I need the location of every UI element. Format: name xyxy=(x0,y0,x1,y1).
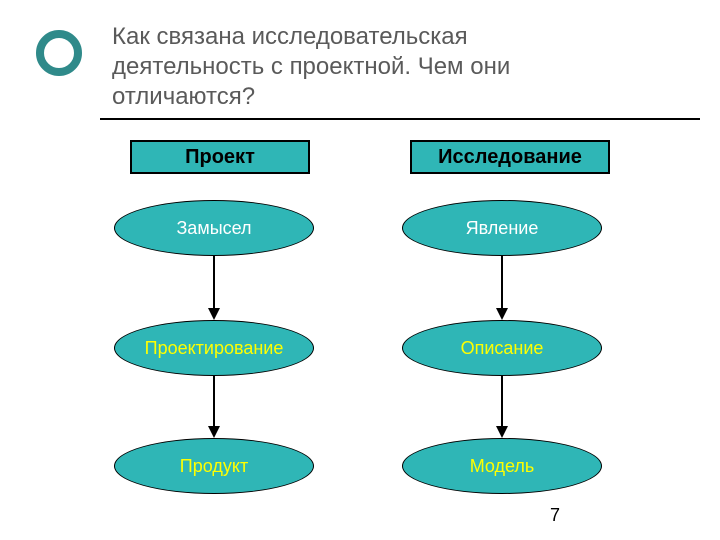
node-1-0: Явление xyxy=(402,200,602,256)
header-research: Исследование xyxy=(410,140,610,174)
arrow-line-1-0 xyxy=(501,256,503,310)
header-project: Проект xyxy=(130,140,310,174)
bullet-ring-outer xyxy=(36,30,82,76)
arrow-head-0-1 xyxy=(208,426,220,438)
node-1-2: Модель xyxy=(402,438,602,494)
node-0-1: Проектирование xyxy=(114,320,314,376)
node-0-0: Замысел xyxy=(114,200,314,256)
arrow-line-0-1 xyxy=(213,376,215,428)
arrow-head-1-0 xyxy=(496,308,508,320)
arrow-line-1-1 xyxy=(501,376,503,428)
arrow-head-0-0 xyxy=(208,308,220,320)
page-number: 7 xyxy=(550,505,560,526)
arrow-line-0-0 xyxy=(213,256,215,310)
node-0-2: Продукт xyxy=(114,438,314,494)
slide-title: Как связана исследовательская деятельнос… xyxy=(112,22,592,112)
arrow-head-1-1 xyxy=(496,426,508,438)
title-underline xyxy=(100,118,700,120)
node-1-1: Описание xyxy=(402,320,602,376)
